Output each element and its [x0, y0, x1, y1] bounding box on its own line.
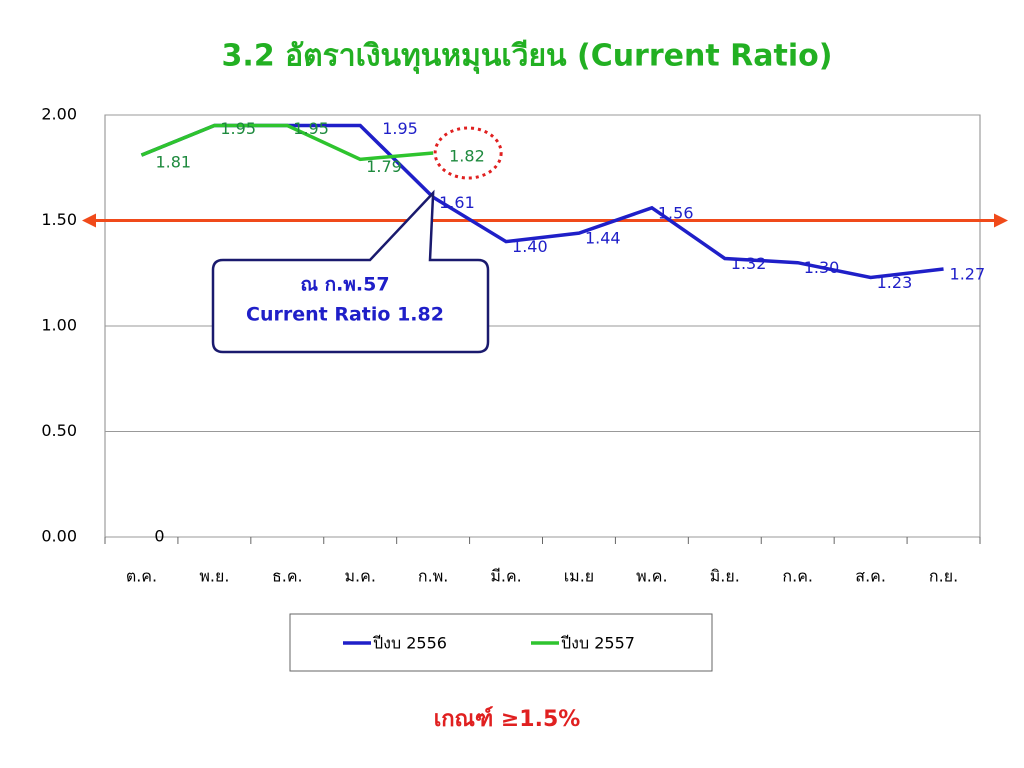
arrow-head: [994, 213, 1008, 228]
data-label: 1.95: [293, 119, 329, 138]
x-tick-label: มิ.ย.: [710, 567, 740, 586]
callout-text: Current Ratio 1.82: [246, 304, 444, 326]
y-tick-label: 0.00: [41, 527, 77, 546]
x-tick-label: ก.พ.: [418, 567, 448, 586]
x-tick-label: พ.ค.: [636, 567, 667, 586]
data-label: 1.95: [382, 119, 418, 138]
x-tick-label: เม.ย: [564, 567, 594, 586]
data-label: 1.40: [512, 237, 548, 256]
callout-text: ณ ก.พ.57: [300, 274, 389, 296]
legend-label: ปีงบ 2557: [561, 634, 635, 653]
data-label: 1.81: [155, 153, 191, 172]
x-tick-label: ธ.ค.: [272, 567, 303, 586]
data-label: 1.61: [439, 193, 475, 212]
x-tick-label: ก.ย.: [929, 567, 958, 586]
data-label: 1.56: [658, 203, 694, 222]
data-label: 1.82: [449, 146, 485, 165]
y-tick-label: 0.50: [41, 421, 77, 440]
data-label: 1.44: [585, 229, 621, 248]
legend-label: ปีงบ 2556: [373, 634, 447, 653]
chart-title: 3.2 อัตราเงินทุนหมุนเวียน (Current Ratio…: [222, 39, 833, 75]
data-label: 1.32: [731, 254, 767, 273]
y-tick-label: 2.00: [41, 105, 77, 124]
footer: เกณฑ์ ≥1.5%: [434, 706, 581, 732]
y-tick-label: 1.00: [41, 316, 77, 335]
data-label: 1.79: [366, 157, 402, 176]
y-tick-label: 1.50: [41, 210, 77, 229]
x-tick-label: มี.ค.: [490, 567, 521, 586]
callout: [211, 189, 490, 354]
highlight: [433, 126, 503, 180]
data-label: 1.95: [220, 119, 256, 138]
x-tick-label: ส.ค.: [855, 567, 886, 586]
data-label: 1.23: [877, 273, 913, 292]
x-tick-label: ก.ค.: [782, 567, 813, 586]
series-line: [140, 123, 434, 162]
x-tick-label: พ.ย.: [199, 567, 229, 586]
data-label: 1.27: [950, 265, 986, 284]
annotation: 0: [154, 527, 164, 546]
arrow-head: [82, 213, 96, 228]
data-label: 1.30: [804, 258, 840, 277]
x-tick-label: ต.ค.: [126, 567, 157, 586]
x-tick-label: ม.ค.: [344, 567, 375, 586]
